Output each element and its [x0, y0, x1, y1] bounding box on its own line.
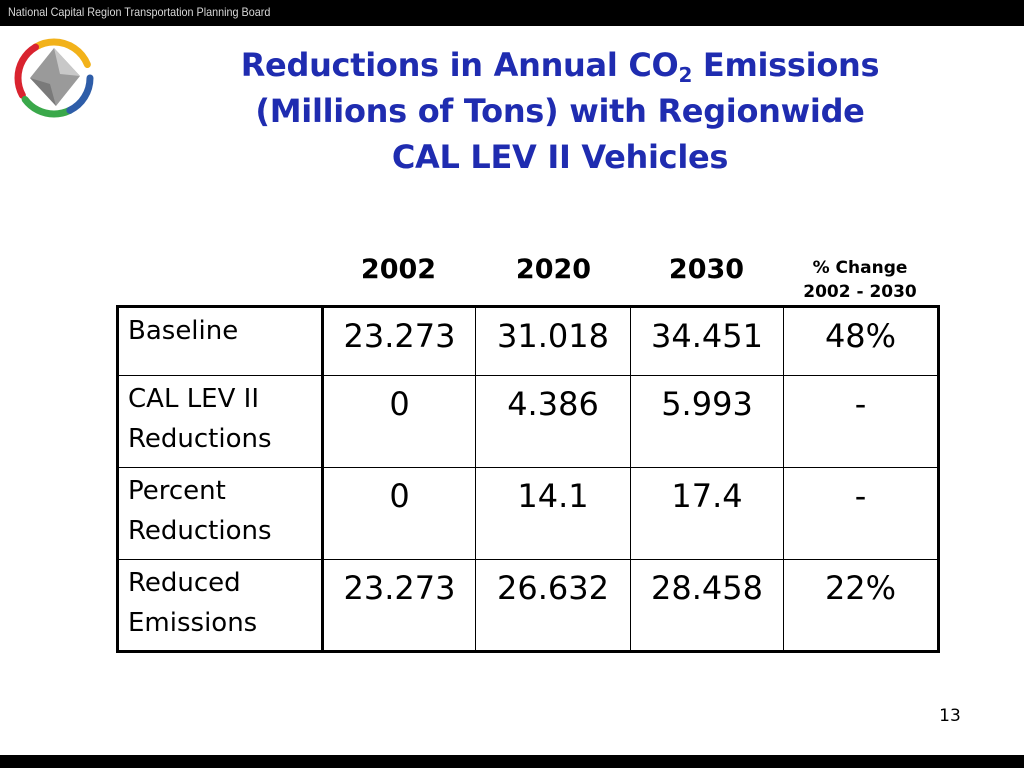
table-cell: 23.273	[322, 305, 476, 376]
title-line-2: (Millions of Tons) with Regionwide	[255, 92, 865, 130]
organization-name: National Capital Region Transportation P…	[8, 5, 271, 19]
column-header-2002: 2002	[360, 254, 437, 285]
table-row: Baseline 23.273 31.018 34.451 48%	[116, 305, 940, 376]
table-cell: -	[783, 375, 940, 468]
table-row: Reduced Emissions 23.273 26.632 28.458 2…	[116, 559, 940, 653]
row-label-baseline: Baseline	[116, 305, 324, 376]
slide-title: Reductions in Annual CO2 Emissions (Mill…	[160, 42, 960, 180]
table-cell: 0	[322, 375, 476, 468]
row-label-cal-lev-ii-reductions: CAL LEV II Reductions	[116, 375, 324, 468]
table-cell: 17.4	[630, 467, 784, 560]
table-row: CAL LEV II Reductions 0 4.386 5.993 -	[116, 375, 940, 468]
table-cell: 28.458	[630, 559, 784, 653]
header-bar: National Capital Region Transportation P…	[0, 0, 1024, 26]
table-cell: 23.273	[322, 559, 476, 653]
table-cell: 48%	[783, 305, 940, 376]
emissions-table: Baseline 23.273 31.018 34.451 48% CAL LE…	[116, 305, 940, 653]
table-cell: 22%	[783, 559, 940, 653]
title-line-1: Reductions in Annual CO2 Emissions	[240, 46, 880, 87]
table-cell: 0	[322, 467, 476, 560]
column-header-percent-change: % Change 2002 - 2030	[803, 258, 917, 302]
table-cell: 34.451	[630, 305, 784, 376]
table-cell: 26.632	[475, 559, 631, 653]
table-cell: 5.993	[630, 375, 784, 468]
row-label-percent-reductions: Percent Reductions	[116, 467, 324, 560]
table-row: Percent Reductions 0 14.1 17.4 -	[116, 467, 940, 560]
table-cell: 31.018	[475, 305, 631, 376]
title-line-3: CAL LEV II Vehicles	[391, 138, 729, 176]
footer-bar	[0, 755, 1024, 768]
page-number: 13	[939, 706, 961, 726]
column-header-2020: 2020	[515, 254, 592, 285]
table-cell: 4.386	[475, 375, 631, 468]
table-cell: -	[783, 467, 940, 560]
column-header-2030: 2030	[668, 254, 745, 285]
table-cell: 14.1	[475, 467, 631, 560]
tpb-logo-icon	[14, 38, 94, 118]
row-label-reduced-emissions: Reduced Emissions	[116, 559, 324, 653]
